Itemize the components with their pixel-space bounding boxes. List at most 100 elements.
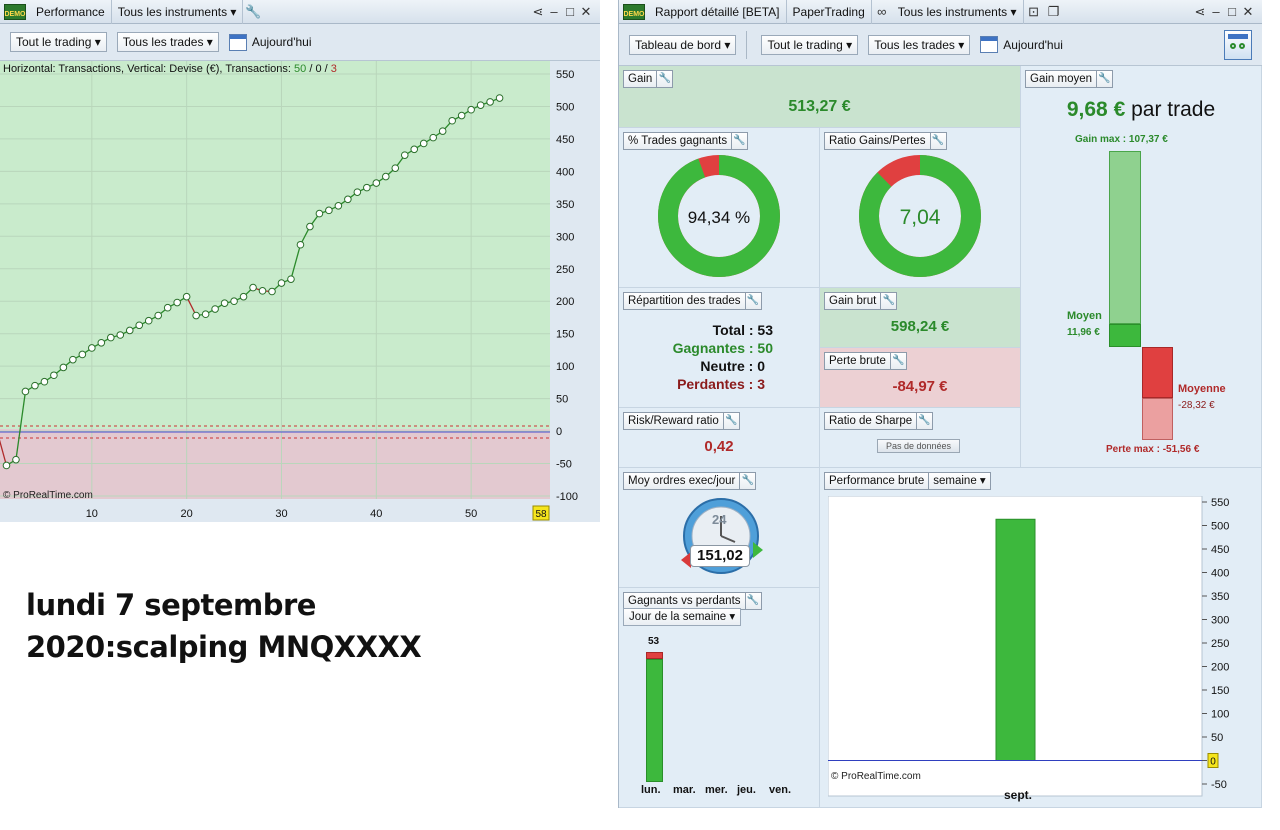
- risk-reward-header[interactable]: Risk/Reward ratio: [623, 412, 724, 430]
- sharpe-no-data-button[interactable]: Pas de données: [877, 439, 961, 453]
- chart-header-sep2: /: [322, 63, 331, 75]
- trades-filter-dropdown-right[interactable]: Tous les trades ▾: [868, 34, 971, 55]
- minimize-icon-right[interactable]: –: [1212, 4, 1220, 19]
- left-toolbar: Tout le trading ▾ Tous les trades ▾ Aujo…: [0, 24, 600, 61]
- tab-performance[interactable]: Performance: [30, 0, 112, 24]
- breakdown-header[interactable]: Répartition des trades: [623, 292, 746, 310]
- gp-y-tick-label: 200: [1211, 662, 1229, 674]
- equity-point: [344, 195, 352, 204]
- avg-loss-label: Moyenne: [1178, 383, 1226, 395]
- wrench-icon[interactable]: 🔧: [745, 592, 762, 610]
- chart-header-wins: 50: [294, 63, 306, 75]
- breakdown-panel: Répartition des trades 🔧 Total : 53 Gagna…: [619, 288, 820, 408]
- wrench-icon[interactable]: 🔧: [745, 292, 762, 310]
- calendar-icon-right[interactable]: [980, 36, 999, 53]
- equity-point: [457, 111, 466, 120]
- wrench-icon[interactable]: 🔧: [890, 352, 907, 370]
- ratio-ring-fill: [859, 155, 981, 277]
- wrench-icon[interactable]: 🔧: [881, 292, 898, 310]
- left-window: DEMO Performance Tous les instruments ▾ …: [0, 0, 600, 522]
- share-icon-right[interactable]: ⋖: [1194, 3, 1206, 19]
- win-pct-header[interactable]: % Trades gagnants: [623, 132, 733, 150]
- loss-bar-avg: [1142, 347, 1173, 398]
- view-selector-dropdown[interactable]: Tableau de bord ▾: [629, 34, 737, 55]
- copy-icon[interactable]: ❐: [1047, 3, 1060, 19]
- gp-y-tick-label: 350: [1211, 591, 1229, 603]
- trades-filter-dropdown[interactable]: Tous les trades ▾: [116, 32, 219, 52]
- equity-segment: [290, 244, 302, 280]
- exec-dial-number: 24: [712, 512, 727, 527]
- equity-point: [154, 311, 163, 320]
- y-tick-label: -50: [556, 459, 572, 471]
- y-tick-label: 300: [556, 231, 574, 243]
- y-tick-label: 100: [556, 361, 574, 373]
- equity-point: [78, 350, 87, 359]
- equity-point: [220, 299, 229, 307]
- tab-detailed-report[interactable]: Rapport détaillé [BETA]: [649, 0, 787, 24]
- ratio-header[interactable]: Ratio Gains/Pertes: [824, 132, 931, 150]
- gross-loss-header[interactable]: Perte brute: [824, 352, 891, 370]
- gain-value: 513,27 €: [788, 98, 851, 115]
- wrench-icon[interactable]: 🔧: [1097, 70, 1114, 88]
- instrument-selector[interactable]: Tous les instruments ▾: [112, 0, 244, 24]
- gp-y-tick-label: 300: [1211, 615, 1229, 627]
- trading-filter-dropdown[interactable]: Tout le trading ▾: [10, 32, 107, 52]
- minimize-icon[interactable]: –: [550, 4, 558, 19]
- gross-loss-panel: Perte brute 🔧 -84,97 €: [820, 348, 1021, 408]
- avg-loss-value: -28,32 €: [1178, 400, 1215, 411]
- right-window: DEMO Rapport détaillé [BETA] PaperTradin…: [618, 0, 1262, 808]
- maximize-icon-right[interactable]: □: [1228, 4, 1236, 19]
- y-tick-label: -100: [556, 491, 578, 503]
- equity-point: [88, 344, 96, 352]
- trading-filter-dropdown-right[interactable]: Tout le trading ▾: [761, 34, 859, 55]
- wrench-icon[interactable]: 🔧: [657, 70, 674, 88]
- gp-y-tick-label: 250: [1211, 638, 1229, 650]
- weekday-period-dropdown[interactable]: Jour de la semaine ▾: [623, 608, 742, 626]
- x-axis-band: [0, 499, 550, 522]
- equity-point: [372, 179, 381, 187]
- wins-vs-losses-loss-bar: [646, 652, 663, 660]
- close-icon[interactable]: ✕: [580, 3, 592, 19]
- wrench-icon[interactable]: 🔧: [732, 132, 749, 150]
- link-icon[interactable]: ∞: [877, 4, 887, 19]
- export-icon[interactable]: ⊡: [1028, 3, 1039, 19]
- equity-point: [69, 355, 77, 364]
- wrench-icon[interactable]: 🔧: [917, 412, 934, 430]
- y-tick-label: 400: [556, 166, 574, 178]
- wrench-icon[interactable]: 🔧: [245, 3, 262, 19]
- gross-performance-header[interactable]: Performance brute: [824, 472, 930, 490]
- tab-papertrading[interactable]: PaperTrading: [787, 0, 872, 24]
- x-tick-label: 50: [465, 508, 477, 520]
- clock-dial-icon: [681, 498, 763, 574]
- avg-gain-header[interactable]: Gain moyen: [1025, 70, 1098, 88]
- date-label[interactable]: Aujourd'hui: [251, 35, 312, 49]
- equity-point: [306, 222, 314, 231]
- sharpe-header[interactable]: Ratio de Sharpe: [824, 412, 918, 430]
- y-axis-band: [550, 61, 600, 522]
- close-icon-right[interactable]: ✕: [1242, 3, 1254, 19]
- instrument-selector-right[interactable]: Tous les instruments ▾: [892, 0, 1024, 24]
- y-tick-label: 200: [556, 296, 574, 308]
- exec-per-day-header[interactable]: Moy ordres exec/jour: [623, 472, 741, 490]
- ratio-donut: [859, 155, 981, 277]
- wrench-icon[interactable]: 🔧: [740, 472, 757, 490]
- calendar-icon[interactable]: [228, 33, 247, 51]
- equity-point: [476, 101, 485, 109]
- equity-point: [12, 455, 20, 464]
- max-gain-label: Gain max : 107,37 €: [1075, 134, 1168, 145]
- wrench-icon[interactable]: 🔧: [723, 412, 740, 430]
- dashboard-settings-icon[interactable]: [1224, 29, 1252, 60]
- y-tick-label: 150: [556, 329, 574, 341]
- toolbar-divider: [746, 30, 748, 59]
- period-dropdown[interactable]: semaine ▾: [929, 472, 991, 490]
- maximize-icon[interactable]: □: [566, 4, 574, 19]
- right-toolbar: Tableau de bord ▾ Tout le trading ▾ Tous…: [619, 24, 1262, 66]
- wrench-icon[interactable]: 🔧: [930, 132, 947, 150]
- date-label-right[interactable]: Aujourd'hui: [1003, 37, 1063, 52]
- gross-gain-header[interactable]: Gain brut: [824, 292, 882, 310]
- weekday-label-mon: lun.: [641, 784, 661, 796]
- gain-header[interactable]: Gain: [623, 70, 658, 88]
- gp-y-tick-label: 50: [1211, 732, 1223, 744]
- share-icon[interactable]: ⋖: [532, 3, 544, 19]
- avg-win-label: Moyen: [1067, 310, 1102, 322]
